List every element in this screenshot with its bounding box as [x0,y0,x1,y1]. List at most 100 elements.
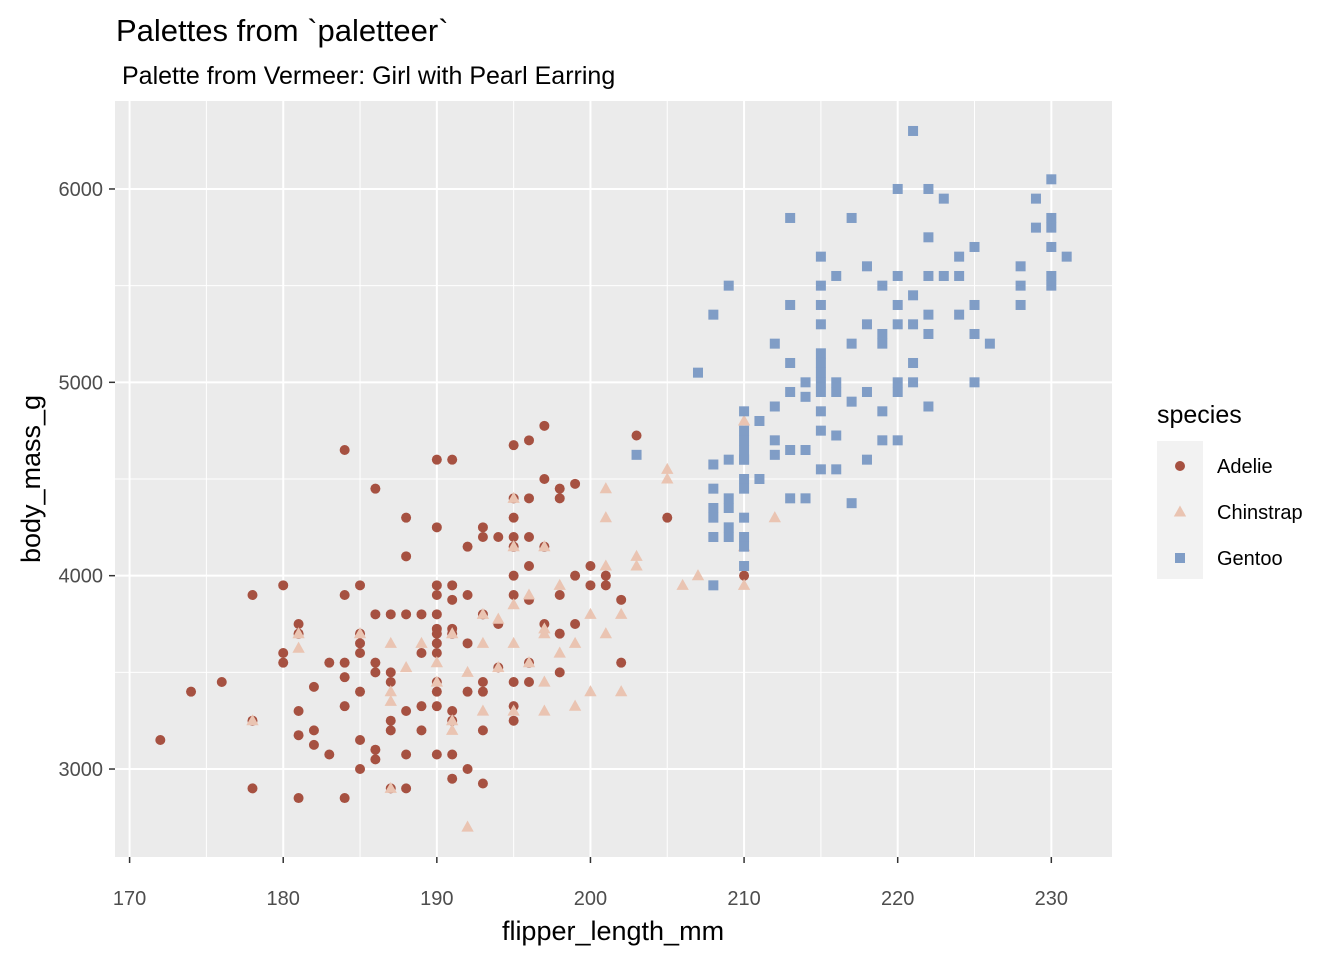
gentoo-point [1030,222,1041,233]
gentoo-point [815,406,826,417]
gentoo-point [846,498,857,509]
gentoo-point [923,328,934,339]
gentoo-point [800,377,811,388]
chinstrap-point [507,540,520,552]
adelie-point [355,764,366,775]
adelie-point [554,628,565,639]
adelie-point [570,619,581,630]
gentoo-point [815,299,826,310]
gentoo-point [877,435,888,446]
gentoo-point [815,377,826,388]
adelie-point [431,609,442,620]
adelie-point [431,628,442,639]
gentoo-point [969,328,980,339]
adelie-point [447,773,458,784]
y-axis: 3000 4000 5000 6000 [59,179,115,781]
adelie-point [324,749,335,760]
chinstrap-point [384,694,397,706]
chinstrap-point [430,656,444,668]
adelie-point [186,686,197,697]
gentoo-point [892,183,903,194]
adelie-point [355,648,366,659]
gentoo-point [1046,280,1057,291]
gentoo-point [861,386,872,397]
gentoo-point [708,309,719,320]
gentoo-point [908,357,919,368]
chinstrap-point [661,462,674,474]
adelie-point [477,778,488,789]
gentoo-point [892,377,903,388]
gentoo-point [1046,212,1057,223]
adelie-point [462,541,473,552]
legend-label-adelie: Adelie [1217,456,1273,478]
adelie-point [508,590,519,601]
gentoo-point [923,183,934,194]
gentoo-point [954,309,965,320]
gentoo-point [785,386,796,397]
adelie-point [524,435,535,446]
x-tick-label: 170 [113,888,146,910]
chinstrap-point [292,627,305,639]
legend-label-chinstrap: Chinstrap [1217,502,1303,524]
chinstrap-point [584,685,597,697]
adelie-point [431,590,442,601]
adelie-point [631,430,642,441]
gentoo-point [1015,280,1026,291]
gentoo-point [723,503,734,514]
gentoo-point [923,309,934,320]
adelie-point [585,561,596,572]
chinstrap-point [768,511,781,523]
chinstrap-point [691,569,705,581]
adelie-point [401,551,412,562]
chinstrap-point [476,704,490,716]
adelie-point [462,590,473,601]
chinstrap-point [538,704,551,716]
adelie-point [431,648,442,659]
adelie-point [370,657,381,668]
adelie-point [477,725,488,736]
chart-title: Palettes from `paletteer` [116,13,449,48]
adelie-point [447,580,458,591]
adelie-point [431,454,442,465]
gentoo-point [831,386,842,397]
adelie-point [524,677,535,688]
adelie-point [447,706,458,717]
adelie-point [554,667,565,678]
chart-subtitle: Palette from Vermeer: Girl with Pearl Ea… [122,62,615,90]
gentoo-point [769,338,780,349]
adelie-point [355,580,366,591]
adelie-point [477,677,488,688]
chinstrap-point [599,627,612,639]
gentoo-point [692,367,703,378]
gentoo-point [708,512,719,523]
gentoo-point [1046,241,1057,252]
adelie-point [370,754,381,765]
gentoo-legend-key [1175,553,1185,563]
y-tick-label: 5000 [59,372,104,394]
adelie-point [401,783,412,794]
adelie-point [339,701,350,712]
chinstrap-point [446,627,459,639]
gentoo-point [815,357,826,368]
adelie-point [524,561,535,572]
gentoo-point [800,444,811,455]
gentoo-point [892,270,903,281]
adelie-point [339,793,350,804]
adelie-point [278,580,289,591]
adelie-point [570,478,581,489]
chinstrap-point [446,714,459,726]
adelie-point [339,672,350,683]
gentoo-point [938,193,949,204]
gentoo-point [815,348,826,359]
adelie-point [385,715,396,726]
gentoo-point [1030,193,1041,204]
adelie-point [216,677,227,688]
gentoo-point [846,396,857,407]
gentoo-point [908,290,919,301]
gentoo-point [892,435,903,446]
gentoo-point [861,261,872,272]
gentoo-point [739,435,750,446]
legend-label-gentoo: Gentoo [1217,548,1283,570]
adelie-point [600,570,611,581]
y-tick-label: 6000 [59,179,104,201]
